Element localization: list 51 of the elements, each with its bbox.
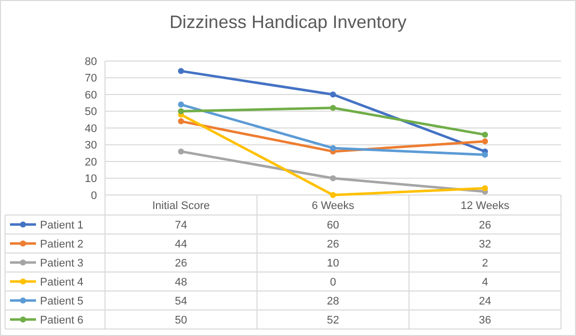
y-tick-label: 60	[84, 89, 97, 102]
data-label: 28	[326, 295, 340, 308]
legend-label: Patient 4	[40, 276, 84, 288]
y-tick-label: 40	[84, 122, 97, 135]
point	[482, 132, 488, 138]
point	[178, 108, 184, 114]
y-tick-label: 0	[90, 190, 97, 202]
data-label: 2	[482, 257, 488, 270]
data-label: 4	[482, 276, 488, 288]
data-label: 44	[174, 238, 188, 250]
x-tick-label: 12 Weeks	[460, 200, 510, 212]
legend-label: Patient 3	[40, 257, 84, 270]
data-label: 26	[478, 219, 492, 232]
point	[482, 152, 488, 158]
data-label: 10	[326, 257, 340, 270]
data-label: 54	[174, 295, 188, 308]
point	[178, 118, 184, 124]
data-label: 0	[330, 276, 336, 288]
point	[330, 104, 336, 111]
x-tick-label: 6 Weeks	[312, 200, 355, 212]
data-label: 74	[174, 219, 188, 232]
x-tick-label: Initial Score	[152, 200, 210, 212]
point	[330, 145, 336, 152]
y-tick-label: 80	[84, 56, 97, 68]
chart-title: Dizziness Handicap Inventory	[169, 12, 407, 32]
data-label: 60	[326, 219, 340, 232]
point	[178, 148, 184, 154]
y-tick-label: 30	[84, 140, 97, 152]
data-label: 26	[326, 238, 340, 250]
point	[482, 138, 488, 144]
data-label: 24	[478, 295, 492, 308]
legend-label: Patient 1	[40, 219, 84, 232]
y-tick-label: 50	[84, 106, 97, 118]
legend-label: Patient 2	[40, 238, 84, 250]
legend-label: Patient 6	[40, 314, 84, 326]
y-tick-label: 20	[84, 156, 97, 168]
y-tick-label: 10	[84, 173, 97, 186]
point	[178, 68, 184, 74]
data-label: 50	[174, 314, 188, 326]
point	[482, 185, 488, 192]
data-label: 52	[326, 314, 340, 326]
point	[330, 92, 336, 98]
y-tick-label: 70	[84, 72, 97, 85]
data-label: 26	[174, 257, 188, 270]
data-label: 48	[174, 276, 188, 288]
point	[330, 192, 336, 198]
point	[178, 102, 184, 108]
data-label: 36	[478, 314, 492, 326]
data-label: 32	[478, 238, 492, 250]
legend-label: Patient 5	[40, 295, 84, 308]
point	[330, 175, 336, 182]
